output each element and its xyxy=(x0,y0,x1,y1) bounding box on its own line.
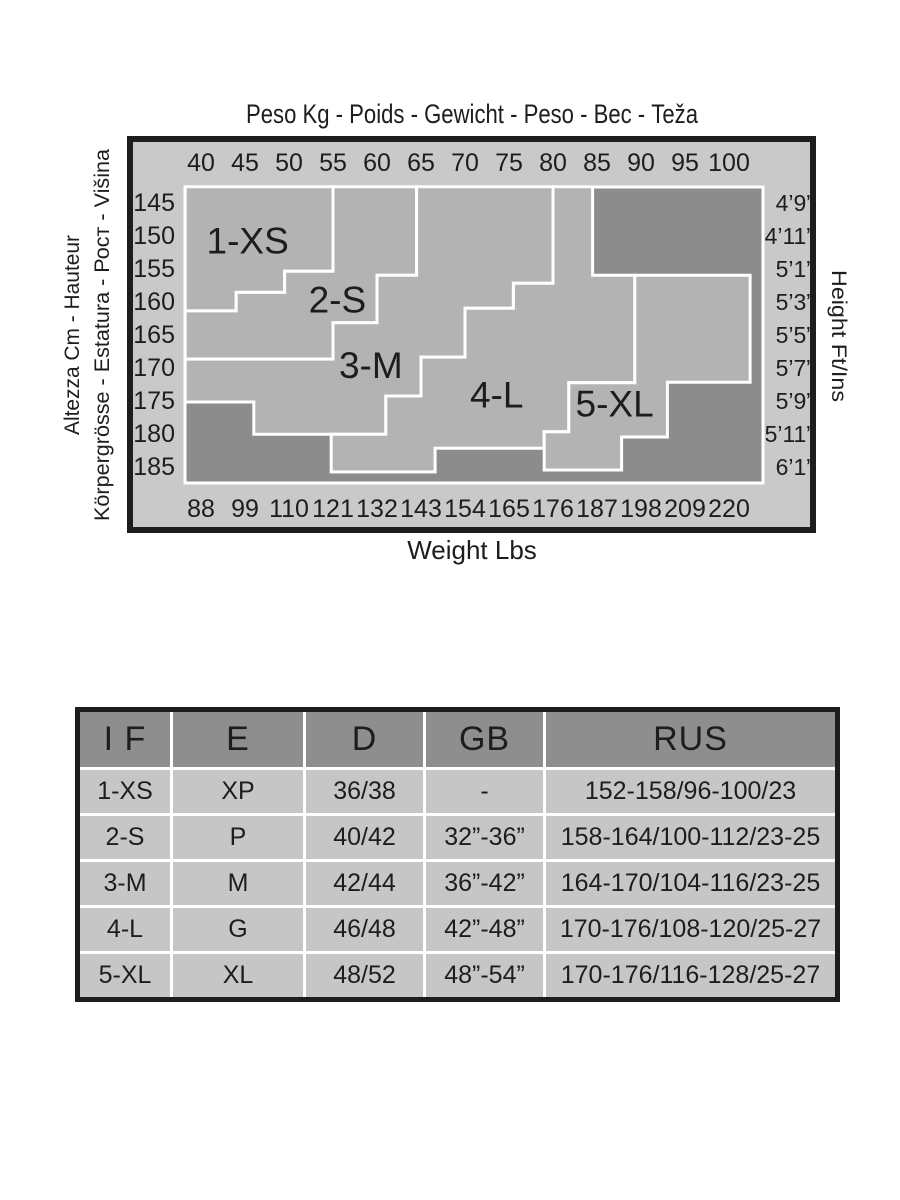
right-tick-ftin-3: 5’3” xyxy=(776,289,814,315)
table-cell: 164-170/104-116/23-25 xyxy=(543,859,839,908)
bottom-tick-lbs-187: 187 xyxy=(576,495,618,523)
bottom-tick-lbs-209: 209 xyxy=(664,495,706,523)
region-label-2-S: 2-S xyxy=(309,280,367,321)
table-cell: 48”-54” xyxy=(423,951,546,1001)
table-cell: 170-176/108-120/25-27 xyxy=(543,905,839,954)
table-cell: 1-XS xyxy=(76,767,173,816)
table-cell: 36/38 xyxy=(303,767,426,816)
bottom-tick-lbs-121: 121 xyxy=(312,495,354,523)
table-cell: 42”-48” xyxy=(423,905,546,954)
table-cell: 36”-42” xyxy=(423,859,546,908)
right-tick-ftin-7: 5’11” xyxy=(765,421,814,447)
table-cell: 42/44 xyxy=(303,859,426,908)
top-tick-kg-45: 45 xyxy=(231,149,259,177)
left-tick-cm-165: 165 xyxy=(133,321,175,349)
table-header-cell: RUS xyxy=(543,708,839,770)
right-tick-ftin-2: 5’1” xyxy=(776,256,814,282)
right-tick-ftin-5: 5’7” xyxy=(776,355,814,381)
right-tick-ftin-0: 4’9” xyxy=(776,190,814,216)
table-row: 5-XL XL 48/52 48”-54” 170-176/116-128/25-27 xyxy=(76,951,839,1001)
left-tick-cm-155: 155 xyxy=(133,255,175,283)
bottom-tick-lbs-176: 176 xyxy=(532,495,574,523)
table-header-cell: GB xyxy=(423,708,546,770)
bottom-axis-label: Weight Lbs xyxy=(407,535,537,565)
bottom-tick-lbs-99: 99 xyxy=(231,495,259,523)
top-tick-kg-95: 95 xyxy=(671,149,699,177)
left-tick-cm-160: 160 xyxy=(133,288,175,316)
size-conversion-table: I F E D GB RUS 1-XS XP 36/38-152-158/96-100/23… xyxy=(75,707,840,1002)
table-cell: G xyxy=(170,905,306,954)
bottom-tick-lbs-88: 88 xyxy=(187,495,215,523)
top-tick-kg-70: 70 xyxy=(451,149,479,177)
table-cell: 32”-36” xyxy=(423,813,546,862)
bottom-tick-lbs-132: 132 xyxy=(356,495,398,523)
top-tick-kg-85: 85 xyxy=(583,149,611,177)
table-cell: 48/52 xyxy=(303,951,426,1001)
right-tick-ftin-4: 5’5” xyxy=(776,322,814,348)
table-row: 3-M M 42/44 36”-42” 164-170/104-116/23-25 xyxy=(76,859,839,908)
chart-title: Peso Kg - Poids - Gewicht - Peso - Вес -… xyxy=(246,99,699,129)
bottom-tick-lbs-165: 165 xyxy=(488,495,530,523)
left-tick-cm-180: 180 xyxy=(133,420,175,448)
table-cell: - xyxy=(423,767,546,816)
table-cell: 170-176/116-128/25-27 xyxy=(543,951,839,1001)
table-header-row: I F E D GB RUS xyxy=(76,708,839,770)
table-cell: 4-L xyxy=(76,905,173,954)
bottom-tick-lbs-198: 198 xyxy=(620,495,662,523)
table-row: 4-L G 46/48 42”-48” 170-176/108-120/25-27 xyxy=(76,905,839,954)
right-axis-label: Height Ft/Ins xyxy=(827,270,850,402)
size-chart: Peso Kg - Poids - Gewicht - Peso - Вес -… xyxy=(61,99,850,565)
region-label-5-XL: 5-XL xyxy=(576,383,654,424)
table-cell: P xyxy=(170,813,306,862)
left-tick-cm-150: 150 xyxy=(133,222,175,250)
bottom-tick-lbs-220: 220 xyxy=(708,495,750,523)
top-tick-kg-80: 80 xyxy=(539,149,567,177)
region-label-4-L: 4-L xyxy=(470,375,523,416)
region-label-3-M: 3-M xyxy=(339,345,403,386)
top-tick-kg-55: 55 xyxy=(319,149,347,177)
region-5-XL xyxy=(542,273,752,472)
table-cell: XL xyxy=(170,951,306,1001)
left-tick-cm-170: 170 xyxy=(133,354,175,382)
left-tick-cm-185: 185 xyxy=(133,453,175,481)
table-row: 1-XS XP 36/38-152-158/96-100/23 xyxy=(76,767,839,816)
left-tick-cm-175: 175 xyxy=(133,387,175,415)
axis-ticks: 40 88 45 99 50 110 55 121 60 132 65 143 70 154 75 165 80… xyxy=(133,149,814,523)
table-cell: 5-XL xyxy=(76,951,173,1001)
table-cell: 152-158/96-100/23 xyxy=(543,767,839,816)
left-axis-label-line1: Altezza Cm - Hauteur xyxy=(61,235,84,435)
table-cell: 2-S xyxy=(76,813,173,862)
top-tick-kg-60: 60 xyxy=(363,149,391,177)
right-tick-ftin-8: 6’1” xyxy=(776,454,814,480)
left-axis-label-line2: Körpergrösse - Estatura - Рост - Višina xyxy=(91,149,114,521)
top-tick-kg-75: 75 xyxy=(495,149,523,177)
table-row: 2-S P 40/42 32”-36” 158-164/100-112/23-25 xyxy=(76,813,839,862)
size-regions: 1-XS 2-S 3-M 4-L 5-XL xyxy=(183,185,752,474)
table-cell: 46/48 xyxy=(303,905,426,954)
top-tick-kg-100: 100 xyxy=(708,149,750,177)
table-header-cell: E xyxy=(170,708,306,770)
right-tick-ftin-1: 4’11” xyxy=(765,223,814,249)
table-cell: XP xyxy=(170,767,306,816)
bottom-tick-lbs-143: 143 xyxy=(400,495,442,523)
table-header-cell: I F xyxy=(76,708,173,770)
top-tick-kg-40: 40 xyxy=(187,149,215,177)
bottom-tick-lbs-154: 154 xyxy=(444,495,486,523)
right-tick-ftin-6: 5’9” xyxy=(776,388,814,414)
table-cell: M xyxy=(170,859,306,908)
table-cell: 40/42 xyxy=(303,813,426,862)
region-label-1-XS: 1-XS xyxy=(207,220,289,261)
table-cell: 158-164/100-112/23-25 xyxy=(543,813,839,862)
table-cell: 3-M xyxy=(76,859,173,908)
top-tick-kg-65: 65 xyxy=(407,149,435,177)
top-tick-kg-90: 90 xyxy=(627,149,655,177)
bottom-tick-lbs-110: 110 xyxy=(269,495,309,523)
left-tick-cm-145: 145 xyxy=(133,189,175,217)
top-tick-kg-50: 50 xyxy=(275,149,303,177)
table-header-cell: D xyxy=(303,708,426,770)
